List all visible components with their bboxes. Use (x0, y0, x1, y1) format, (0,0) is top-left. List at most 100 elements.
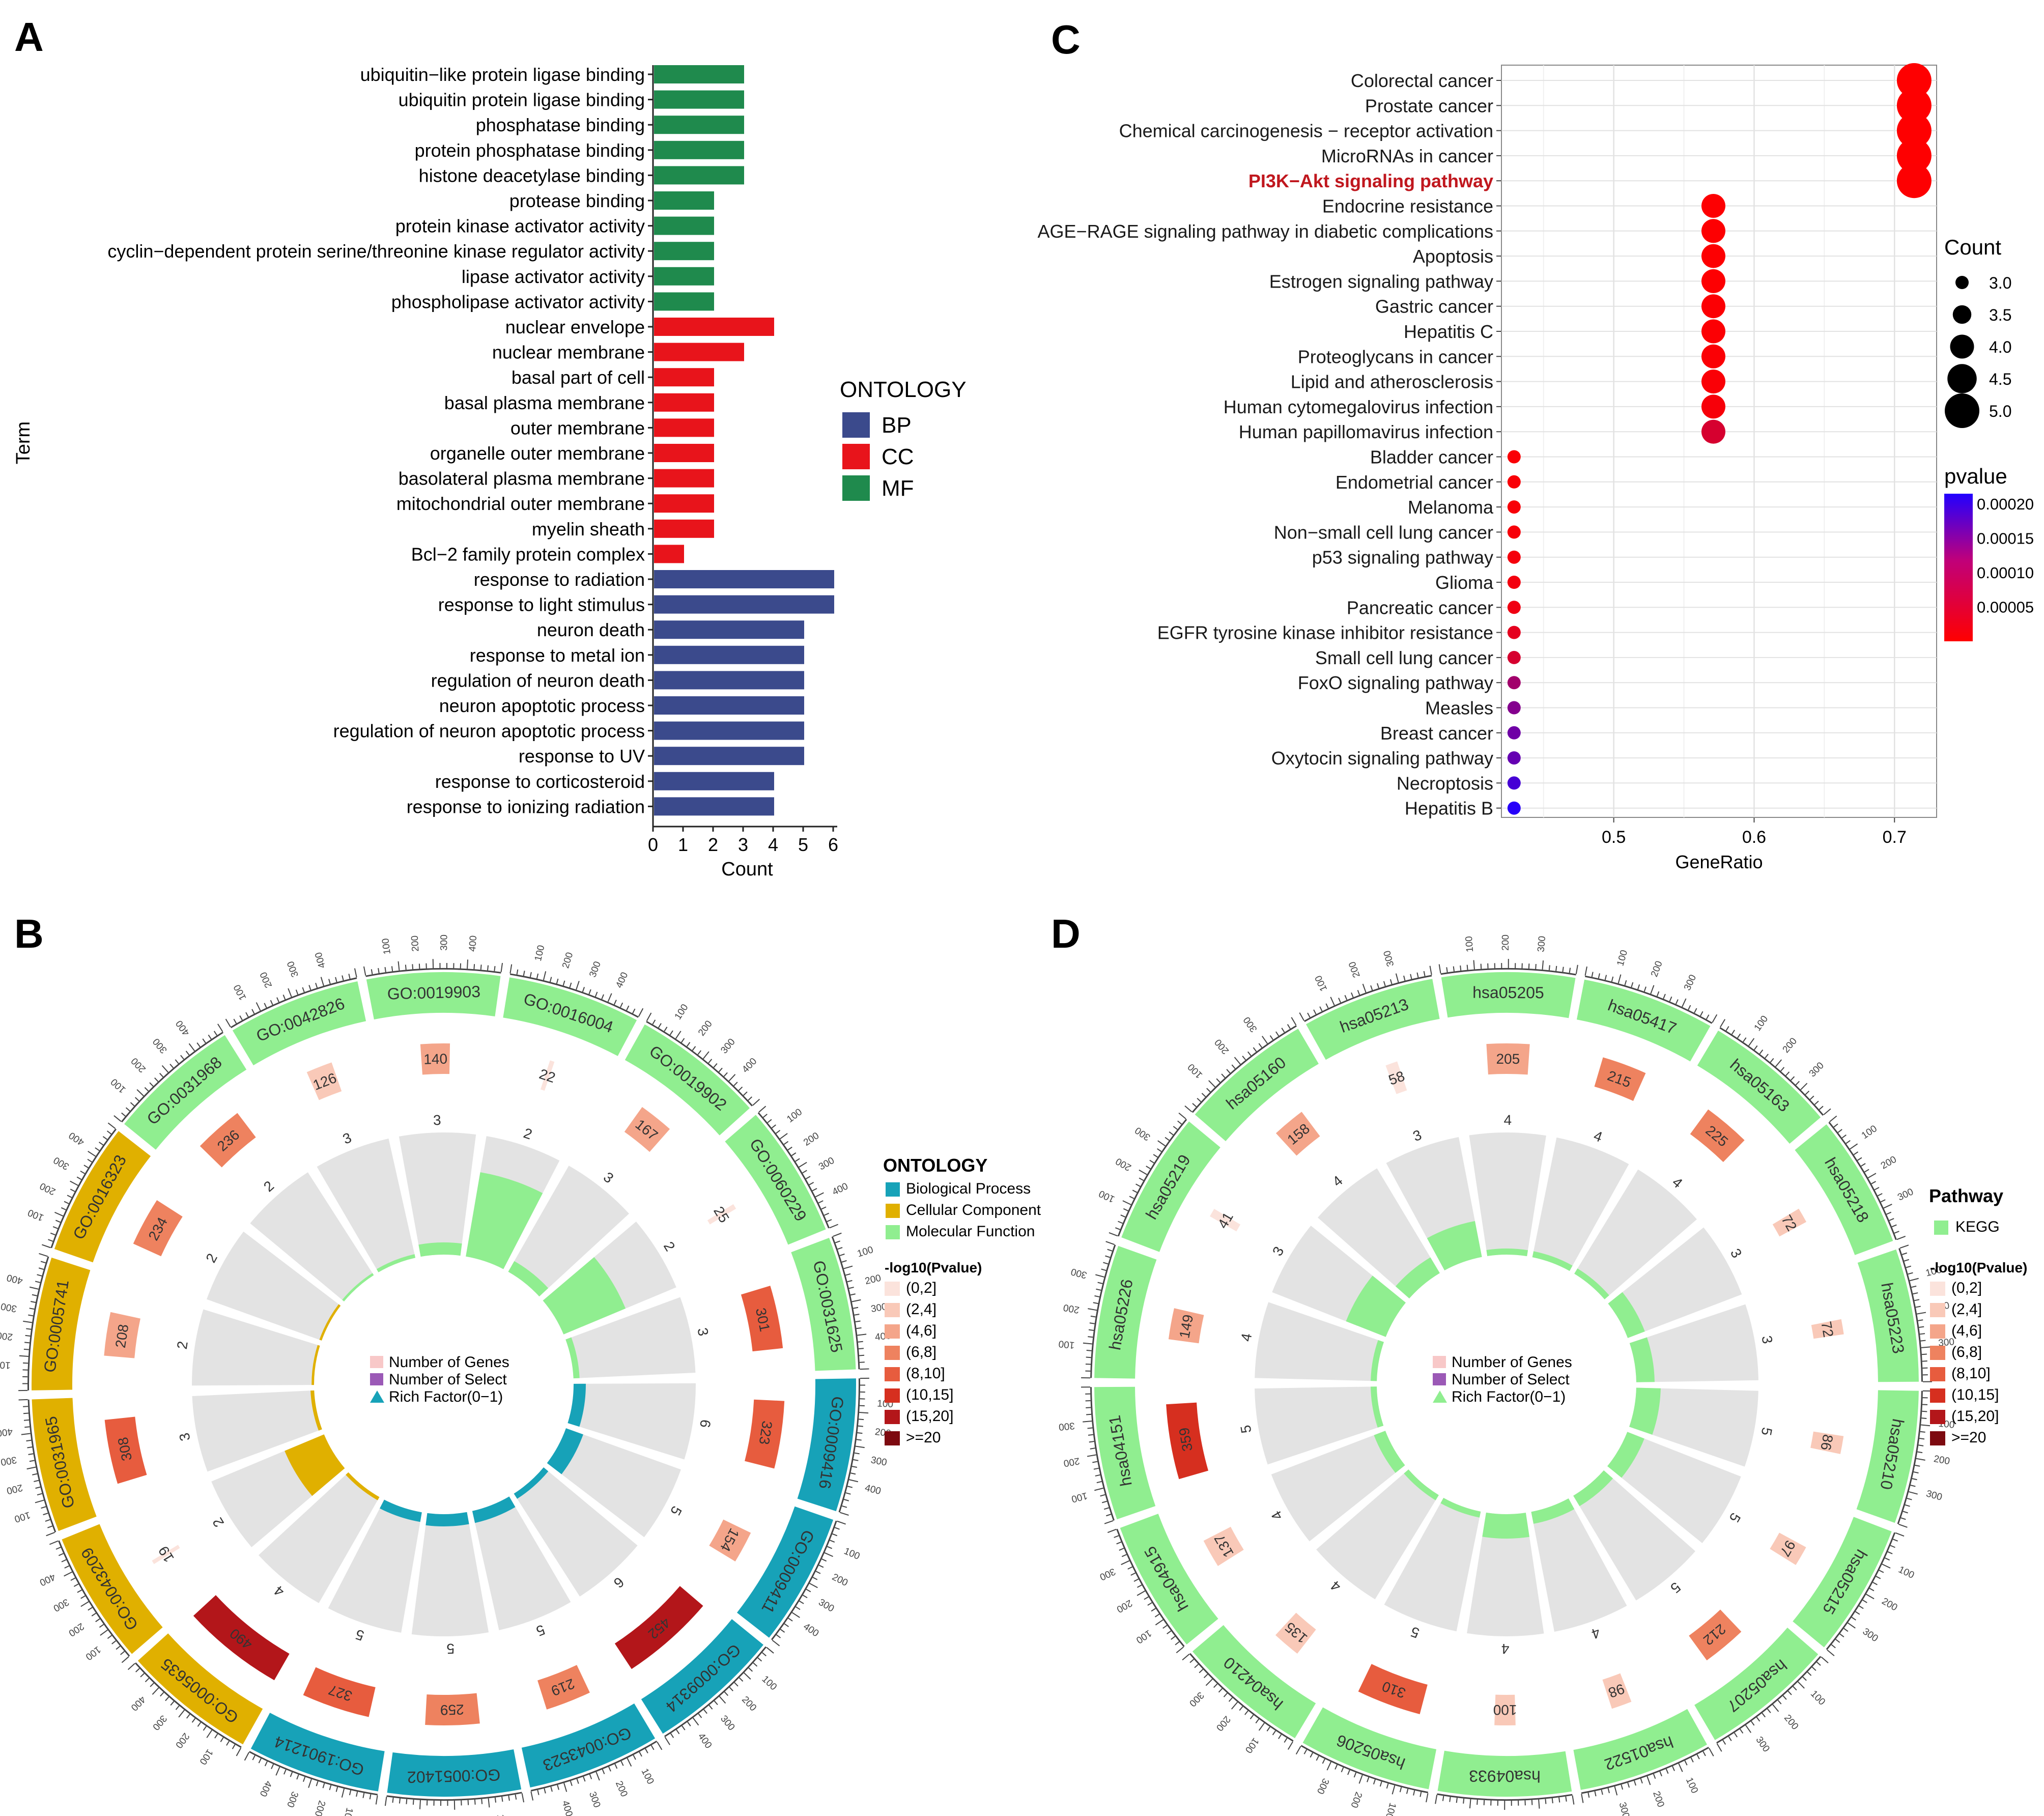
scale-tick (1909, 1278, 1919, 1282)
scale-tick (1831, 1644, 1836, 1649)
scale-tick (41, 1506, 46, 1509)
center-legend-marker (370, 1391, 384, 1403)
scale-tick-label: 100 (232, 983, 248, 1002)
scale-tick (23, 1419, 30, 1421)
scale-tick (821, 1558, 827, 1562)
size-legend-dot (1950, 334, 1974, 359)
scale-tick (1157, 1148, 1162, 1152)
center-legend-marker (370, 1373, 383, 1385)
bar (654, 116, 744, 134)
dot (1507, 450, 1521, 464)
scale-tick (812, 1188, 817, 1191)
sector-band (1437, 1750, 1572, 1797)
scale-tick (692, 1046, 696, 1051)
scale-tick (627, 1757, 632, 1767)
scale-tick (632, 1008, 636, 1014)
scale-tick (1362, 983, 1367, 993)
bar (654, 797, 774, 816)
scale-tick (620, 1002, 623, 1008)
select-count-label: 4 (1589, 1625, 1602, 1642)
bar (654, 90, 744, 109)
scale-tick (594, 991, 598, 997)
scale-tick (275, 1767, 280, 1776)
scale-tick (837, 1520, 846, 1525)
scale-tick (1915, 1306, 1921, 1308)
scale-tick (295, 989, 299, 995)
term-label: neuron apoptotic process (439, 695, 645, 716)
scale-tick (744, 1672, 751, 1680)
scale-tick (1880, 1199, 1886, 1203)
pathway-label: Hepatitis C (1404, 321, 1493, 342)
scale-tick (1665, 1769, 1669, 1774)
scale-tick (1392, 1785, 1396, 1795)
genes-count-label: 205 (1496, 1051, 1520, 1067)
scale-tick-label: 300 (1807, 1060, 1826, 1079)
scale-tick (1184, 1105, 1193, 1113)
scale-tick (1716, 1743, 1722, 1752)
scale-tick (521, 1793, 525, 1803)
scale-tick (107, 1635, 112, 1639)
x-tick-label: 5 (798, 834, 808, 855)
dot (1507, 576, 1521, 589)
scale-tick-label: 100 (639, 1767, 656, 1786)
scale-tick-label: 100 (1243, 1736, 1261, 1755)
scale-tick (1857, 1157, 1862, 1161)
dot (1507, 475, 1521, 489)
scale-tick (1807, 1671, 1812, 1676)
scale-tick (815, 1571, 821, 1574)
scale-tick (1129, 1196, 1134, 1199)
scale-tick (1130, 1572, 1136, 1576)
scale-tick (412, 1799, 414, 1805)
scale-tick (1107, 1248, 1113, 1252)
scale-tick (1114, 1535, 1119, 1538)
scale-tick-label: 400 (696, 1731, 714, 1750)
scale-tick (127, 1663, 135, 1670)
scale-tick (1090, 1315, 1096, 1318)
center-legend-label: Rich Factor(0−1) (389, 1388, 503, 1405)
scale-tick-label: 400 (258, 1779, 274, 1798)
scale-tick-label: 200 (1062, 1302, 1080, 1315)
scale-tick (1835, 1639, 1840, 1643)
size-legend-dot (1947, 364, 1977, 393)
scale-tick (1797, 1681, 1805, 1689)
scale-tick (1843, 1628, 1849, 1632)
scale-tick-label: 200 (560, 951, 575, 970)
scale-tick (152, 1687, 159, 1695)
sector-band (232, 981, 366, 1066)
select-count-label: 5 (446, 1641, 455, 1657)
scale-tick (1889, 1218, 1894, 1221)
scale-tick (1892, 1539, 1898, 1542)
center-legend-label: Number of Genes (1452, 1354, 1572, 1371)
scale-tick (34, 1480, 39, 1482)
scale-tick-label: 200 (67, 1621, 86, 1638)
scale-tick (225, 1018, 231, 1028)
bar (654, 418, 714, 437)
pathway-label: Chemical carcinogenesis − receptor activ… (1119, 121, 1493, 141)
scale-tick (58, 1553, 64, 1556)
scale-tick (639, 1751, 642, 1757)
rich-factor-background (1271, 1431, 1405, 1542)
scale-tick (824, 1552, 833, 1557)
term-label: regulation of neuron apoptotic process (333, 721, 645, 742)
scale-tick-label: 100 (1752, 1014, 1771, 1033)
scale-tick (847, 1486, 853, 1488)
rich-factor-background (192, 1390, 322, 1472)
scale-tick (70, 1188, 75, 1192)
scale-tick (1823, 1108, 1831, 1115)
select-count-label: 3 (1411, 1127, 1424, 1144)
scale-tick (1287, 1024, 1291, 1029)
x-tick-label: 6 (828, 834, 838, 855)
genes-count-label: 72 (1818, 1320, 1836, 1339)
legend-title-pvalue: -log10(Pvalue) (1930, 1260, 2027, 1275)
scale-tick (682, 1725, 686, 1730)
scale-tick (1910, 1485, 1916, 1487)
scale-tick (1221, 1073, 1226, 1079)
scale-tick (406, 1799, 408, 1804)
scale-tick (348, 974, 351, 979)
scale-tick (1846, 1140, 1851, 1144)
pathway-label: Apoptosis (1413, 246, 1493, 267)
scale-tick (494, 1797, 497, 1803)
select-count-label: 3 (340, 1129, 354, 1147)
scale-tick-label: 300 (1753, 1735, 1771, 1754)
scale-tick (1859, 1605, 1864, 1609)
